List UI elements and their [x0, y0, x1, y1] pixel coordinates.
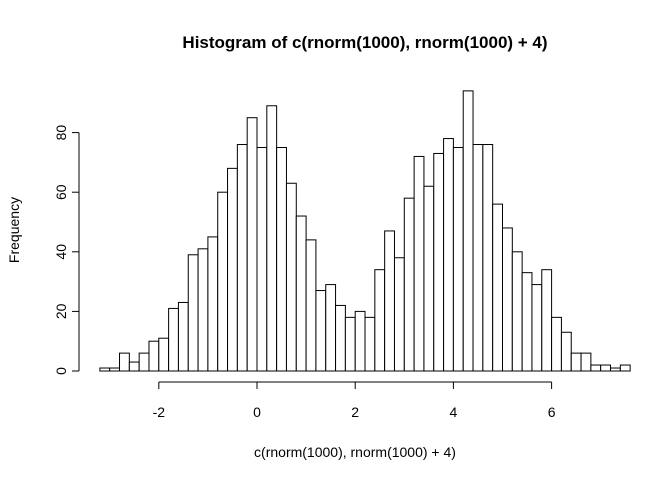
bars-group	[99, 90, 631, 372]
x-axis: -2 0 2 4 6	[153, 381, 556, 420]
histogram-bar	[99, 367, 111, 372]
histogram-bar	[384, 230, 395, 372]
histogram-bar	[482, 144, 494, 372]
histogram-bar	[423, 185, 435, 372]
histogram-bar	[119, 352, 130, 372]
histogram-bar	[511, 251, 523, 372]
histogram-bar	[305, 239, 317, 372]
histogram-bar	[619, 364, 631, 372]
histogram-bar	[325, 284, 337, 372]
histogram-bar	[138, 352, 150, 372]
histogram-bar	[227, 167, 238, 372]
histogram-bar	[393, 257, 405, 372]
histogram-bar	[560, 331, 572, 372]
histogram-bar	[354, 310, 366, 372]
x-tick-label: -2	[153, 404, 166, 420]
histogram-bar	[600, 364, 612, 372]
histogram-bar	[168, 307, 179, 372]
y-tick-label: 60	[53, 184, 69, 200]
histogram-bar	[177, 301, 189, 372]
histogram-bar	[315, 290, 327, 372]
histogram-bar	[335, 304, 346, 372]
histogram-bar	[452, 147, 464, 372]
y-axis: 0 20 40 60 80	[53, 125, 80, 375]
histogram-bar	[187, 254, 199, 372]
histogram-bar	[364, 316, 376, 372]
histogram-bar	[246, 117, 258, 372]
histogram-bar	[472, 144, 484, 372]
histogram-bar	[590, 364, 602, 372]
histogram-bar	[128, 361, 140, 372]
histogram-bar	[158, 337, 170, 372]
histogram-bar	[413, 155, 425, 372]
x-axis-label: c(rnorm(1000), rnorm(1000) + 4)	[254, 444, 456, 460]
histogram-bar	[109, 367, 121, 372]
histogram-bar	[217, 191, 229, 372]
histogram-bar	[443, 138, 454, 372]
histogram-bar	[403, 197, 415, 372]
histogram-bar	[570, 352, 582, 372]
histogram-bar	[502, 227, 513, 372]
histogram-bar	[256, 147, 268, 372]
x-tick-label: 6	[548, 404, 556, 420]
histogram-bar	[285, 182, 297, 372]
histogram-bar	[610, 367, 621, 372]
histogram-bar	[266, 105, 278, 372]
histogram-bar	[207, 236, 219, 372]
x-tick-label: 4	[450, 404, 458, 420]
histogram-bar	[551, 316, 562, 372]
x-tick-label: 0	[253, 404, 261, 420]
histogram-bar	[531, 284, 543, 372]
histogram-bar	[521, 272, 533, 372]
y-tick-label: 20	[53, 303, 69, 319]
histogram-bar	[374, 269, 386, 372]
histogram-bar	[462, 90, 474, 372]
histogram-bar	[148, 340, 160, 372]
y-tick-label: 40	[53, 244, 69, 260]
histogram-bar	[580, 352, 592, 372]
histogram-bar	[236, 144, 248, 372]
histogram-bar	[433, 152, 445, 372]
histogram-bar	[541, 269, 553, 372]
histogram-bar	[197, 248, 209, 372]
histogram-bar	[344, 316, 356, 372]
histogram-bar	[276, 147, 287, 372]
chart-title: Histogram of c(rnorm(1000), rnorm(1000) …	[182, 33, 547, 52]
x-tick-label: 2	[351, 404, 359, 420]
y-axis-label: Frequency	[6, 197, 22, 263]
y-tick-label: 0	[53, 367, 69, 375]
histogram-bar	[295, 215, 307, 372]
histogram-bar	[492, 203, 503, 372]
y-tick-label: 80	[53, 125, 69, 141]
